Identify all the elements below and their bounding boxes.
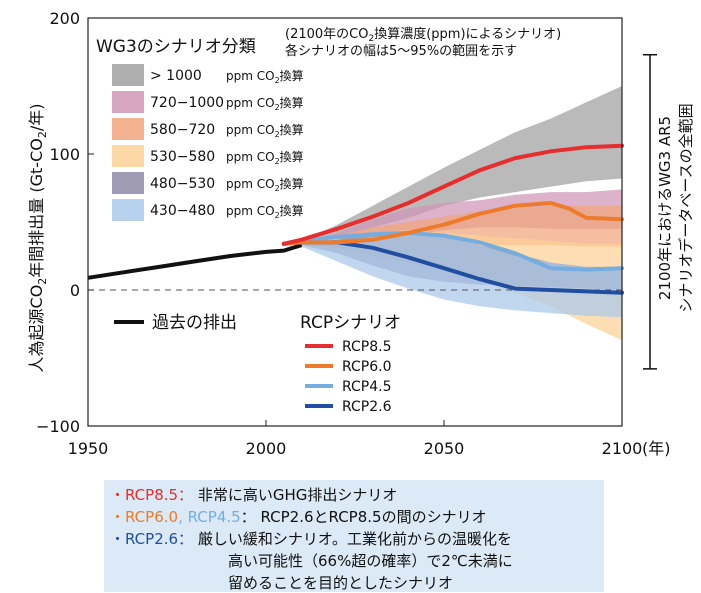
wg3-unit-label-3: ppm CO2換算 — [226, 149, 304, 166]
y-axis-label-a: 人為起源CO — [27, 285, 46, 373]
band-3 — [301, 230, 622, 341]
note-rcp85-tag: ・RCP8.5： — [110, 486, 194, 504]
wg3-swatch-0 — [112, 64, 144, 86]
note-rcp26: ・RCP2.6： 厳しい緩和シナリオ。工業化前からの温暖化を — [110, 528, 512, 549]
wg3-range-label-2: 580−720 — [150, 122, 215, 138]
wg3-unit-label-2: ppm CO2換算 — [226, 122, 304, 139]
note-rcp45-tag: RCP4.5 — [187, 508, 241, 526]
wg3-range-label-4: 480−530 — [150, 176, 215, 192]
historical-legend-label: 過去の排出 — [152, 313, 237, 333]
x-tick-label-0: 1950 — [68, 439, 109, 458]
rcp-legend-label-2: RCP4.5 — [342, 379, 392, 395]
note-rcp60-tag: ・RCP6.0 — [110, 508, 179, 526]
y-tick-label-2: 0 — [70, 281, 80, 300]
x-axis-unit: (年) — [642, 439, 671, 458]
note-line2-colon: ： — [240, 508, 256, 526]
x-tick-label-2: 2050 — [424, 439, 465, 458]
line-rcp85 — [281, 143, 624, 246]
y-tick-label-0: 200 — [49, 9, 80, 28]
y-axis-label-sub2: 2 — [36, 131, 49, 138]
y-axis-label-b: 年間排出量 (Gt-CO — [27, 138, 46, 278]
y-axis-label-c: /年) — [27, 104, 46, 132]
note-rcp85-text: 非常に高いGHG排出シナリオ — [197, 486, 398, 504]
wg3-unit-label-4: ppm CO2換算 — [226, 176, 304, 193]
line-rcp60 — [281, 201, 624, 246]
rcp-legend-label-1: RCP6.0 — [342, 359, 392, 375]
rcp-legend: RCP8.5 RCP6.0 RCP4.5 RCP2.6 — [305, 339, 392, 415]
wg3-range-label-0: > 1000 — [150, 68, 202, 84]
wg3-swatch-5 — [112, 199, 144, 221]
note-rcp26-text: 厳しい緩和シナリオ。工業化前からの温暖化を — [197, 530, 512, 548]
wg3-swatch-4 — [112, 172, 144, 194]
wg3-range-label-5: 430−480 — [150, 203, 215, 219]
axis-ticks: 1950 2000 2050 2100 200 100 0 −100 — [36, 9, 642, 458]
note-line-1-sub: 2 — [368, 34, 374, 44]
x-tick-label-1: 2000 — [246, 439, 287, 458]
note-line-1-b: 換算濃度(ppm)によるシナリオ) — [374, 26, 561, 42]
y-axis-label-sub: 2 — [36, 278, 49, 285]
note-line-1-a: (2100年のCO — [285, 27, 368, 42]
wg3-legend-title: WG3のシナリオ分類 — [96, 37, 256, 57]
wg3-unit-label-5: ppm CO2換算 — [226, 203, 304, 220]
wg3-range-label-3: 530−580 — [150, 149, 215, 165]
y-tick-label-3: −100 — [36, 417, 80, 436]
wg3-swatch-3 — [112, 145, 144, 167]
range-label-2: シナリオデータベースの全範囲 — [677, 103, 695, 312]
note-rcp85: ・RCP8.5： 非常に高いGHG排出シナリオ — [110, 484, 397, 505]
note-rcp26-tag: ・RCP2.6： — [110, 530, 194, 548]
note-sep: , — [178, 508, 183, 526]
rcp-legend-label-3: RCP2.6 — [342, 399, 392, 415]
note-rcp26-cont2: 留めることを目的としたシナリオ — [228, 574, 454, 592]
y-tick-label-1: 100 — [49, 145, 80, 164]
range-bracket — [643, 53, 657, 370]
scenario-notes-box: ・RCP8.5： 非常に高いGHG排出シナリオ ・RCP6.0, RCP4.5：… — [104, 480, 604, 592]
note-rcp26-cont1: 高い可能性（66%超の確率）で2℃未満に — [228, 552, 513, 570]
historical-line — [87, 243, 303, 280]
rcp-legend-title: RCPシナリオ — [300, 313, 401, 333]
note-rcp60-45-text: RCP2.6とRCP8.5の間のシナリオ — [260, 508, 487, 526]
line-rcp45 — [281, 230, 624, 272]
rcp-legend-label-0: RCP8.5 — [342, 339, 392, 355]
band-0 — [301, 86, 622, 244]
series-lines — [87, 143, 624, 295]
plot-frame — [87, 17, 623, 427]
note-rcp60-45: ・RCP6.0, RCP4.5： RCP2.6とRCP8.5の間のシナリオ — [110, 506, 487, 527]
wg3-swatch-1 — [112, 91, 144, 113]
note-line-2: 各シナリオの幅は5〜95%の範囲を示す — [285, 43, 517, 59]
wg3-unit-label-0: ppm CO2換算 — [226, 68, 304, 85]
x-tick-label-3: 2100 — [602, 439, 643, 458]
wg3-unit-label-1: ppm CO2換算 — [226, 95, 304, 112]
wg3-swatch-2 — [112, 118, 144, 140]
note-line-1: (2100年のCO2換算濃度(ppm)によるシナリオ) — [285, 26, 561, 44]
wg3-range-label-1: 720−1000 — [150, 95, 224, 111]
range-label-1: 2100年におけるWG3 AR5 — [656, 116, 674, 300]
y-axis-label: 人為起源CO2年間排出量 (Gt-CO2/年) — [27, 104, 49, 373]
